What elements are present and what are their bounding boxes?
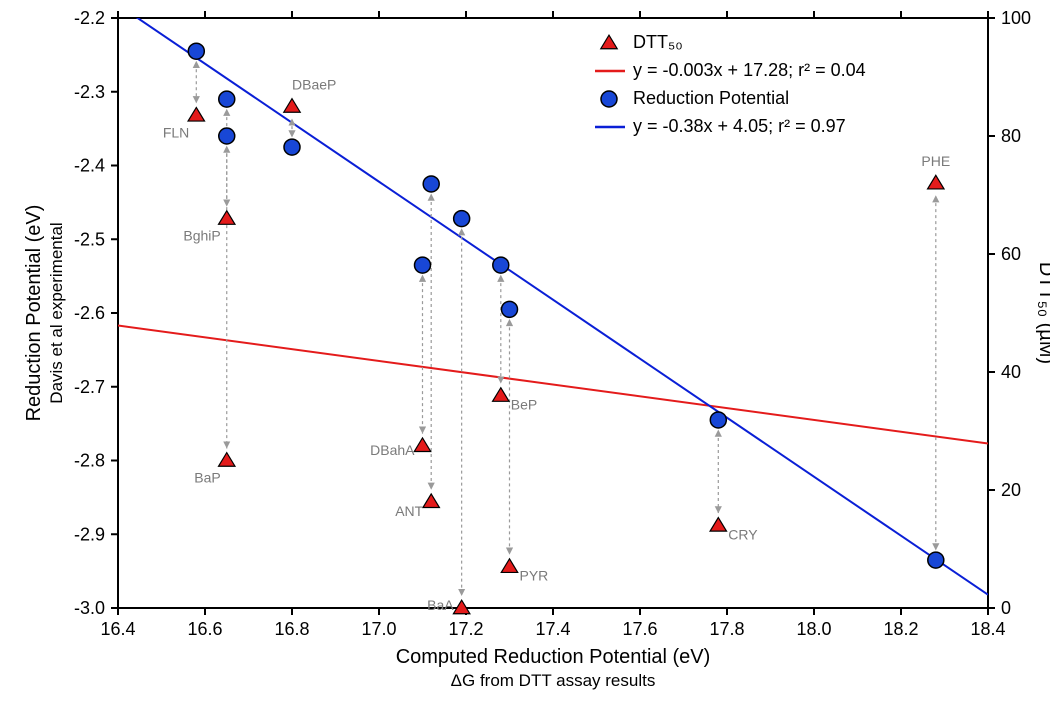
legend-triangle-icon	[601, 35, 617, 49]
triangle-marker	[423, 494, 439, 508]
triangle-marker	[284, 99, 300, 113]
triangle-marker	[219, 211, 235, 225]
triangle-marker	[928, 175, 944, 189]
scatter-chart: 16.4 16.6 16.8 17.0 17.2 17.4 17.6 17.8 18.0 18.2…	[0, 0, 1050, 706]
point-label: DBaeP	[292, 77, 336, 93]
triangle-marker	[453, 600, 469, 614]
x-tick-label: 16.4	[100, 619, 135, 639]
point-label: BghiP	[183, 228, 220, 244]
yleft-tick-label: -2.7	[74, 377, 105, 397]
triangle-marker	[501, 559, 517, 573]
legend-text: y = -0.38x + 4.05; r² = 0.97	[633, 116, 846, 136]
x-tick-label: 18.2	[883, 619, 918, 639]
point-label: CRY	[728, 526, 758, 542]
yright-tick-label: 100	[1001, 8, 1031, 28]
triangle-marker	[710, 518, 726, 532]
x-tick-label: 17.6	[622, 619, 657, 639]
point-label: PYR	[520, 568, 549, 584]
yleft-tick-label: -2.2	[74, 8, 105, 28]
triangle-marker	[219, 453, 235, 467]
x-axis-subtitle: ΔG from DTT assay results	[451, 671, 656, 690]
yright-tick-label: 60	[1001, 244, 1021, 264]
point-label: DBahA	[370, 442, 415, 458]
x-tick-label: 16.6	[187, 619, 222, 639]
x-tick-label: 18.0	[796, 619, 831, 639]
yright-axis-title: DTT₅₀ (µM)	[1035, 262, 1050, 364]
trendline-red	[118, 326, 988, 444]
circle-marker	[219, 91, 235, 107]
point-label: PHE	[921, 153, 950, 169]
x-tick-label: 18.4	[970, 619, 1005, 639]
trendline-blue	[118, 5, 988, 595]
triangle-marker	[493, 388, 509, 402]
triangle-marker	[414, 438, 430, 452]
x-tick-label: 17.4	[535, 619, 570, 639]
yright-tick-label: 0	[1001, 598, 1011, 618]
point-label: BeP	[511, 397, 537, 413]
circle-marker	[502, 301, 518, 317]
point-label: FLN	[163, 124, 189, 140]
triangle-marker	[188, 107, 204, 121]
yleft-tick-label: -2.4	[74, 156, 105, 176]
yleft-axis-title: Reduction Potential (eV)	[23, 205, 45, 422]
point-label: BaP	[194, 470, 220, 486]
circle-marker	[493, 257, 509, 273]
point-label: ANT	[395, 503, 423, 519]
yleft-axis-subtitle: Davis et al experimental	[47, 222, 66, 403]
yright-tick-label: 40	[1001, 362, 1021, 382]
point-label: BaA	[427, 597, 454, 613]
circle-marker	[219, 128, 235, 144]
x-tick-label: 17.8	[709, 619, 744, 639]
legend-text: Reduction Potential	[633, 88, 789, 108]
circle-marker	[284, 139, 300, 155]
yleft-tick-label: -2.6	[74, 303, 105, 323]
circle-marker	[454, 211, 470, 227]
legend-text: DTT₅₀	[633, 32, 683, 52]
yleft-tick-label: -2.9	[74, 524, 105, 544]
yleft-tick-label: -3.0	[74, 598, 105, 618]
yleft-tick-label: -2.8	[74, 451, 105, 471]
x-tick-label: 17.2	[448, 619, 483, 639]
circle-marker	[928, 552, 944, 568]
circle-marker	[415, 257, 431, 273]
yleft-tick-label: -2.3	[74, 82, 105, 102]
legend-text: y = -0.003x + 17.28; r² = 0.04	[633, 60, 866, 80]
plot-border	[118, 18, 988, 608]
x-tick-label: 16.8	[274, 619, 309, 639]
circle-marker	[423, 176, 439, 192]
x-axis-title: Computed Reduction Potential (eV)	[396, 646, 711, 668]
circle-marker	[188, 43, 204, 59]
yleft-tick-label: -2.5	[74, 229, 105, 249]
legend-circle-icon	[601, 91, 617, 107]
x-tick-label: 17.0	[361, 619, 396, 639]
circle-marker	[710, 412, 726, 428]
yright-tick-label: 20	[1001, 480, 1021, 500]
yright-tick-label: 80	[1001, 126, 1021, 146]
